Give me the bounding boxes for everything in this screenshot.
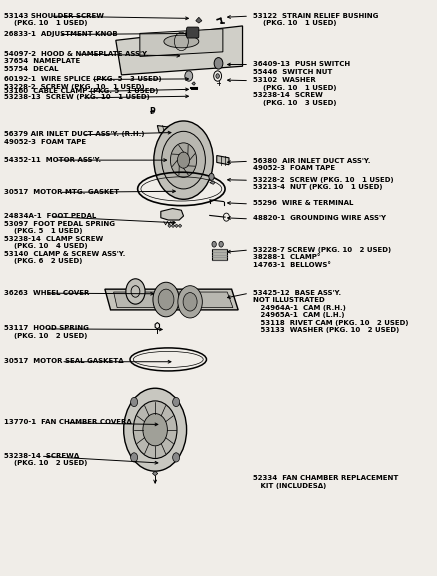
- Text: 53238-13  SCREW (PKG. 10   1 USED): 53238-13 SCREW (PKG. 10 1 USED): [4, 94, 150, 100]
- Polygon shape: [153, 471, 158, 476]
- Text: 54352-11  MOTOR ASS'Y.: 54352-11 MOTOR ASS'Y.: [4, 157, 101, 162]
- Polygon shape: [114, 292, 233, 308]
- Polygon shape: [175, 224, 178, 228]
- Circle shape: [178, 286, 202, 318]
- Circle shape: [219, 241, 223, 247]
- Text: 26833-1  ADJUSTMENT KNOB: 26833-1 ADJUSTMENT KNOB: [4, 31, 118, 37]
- Text: 13770-1  FAN CHAMBER COVERΔ: 13770-1 FAN CHAMBER COVERΔ: [4, 419, 132, 425]
- Text: 53102  WASHER
    (PKG. 10   1 USED)
53238-14  SCREW
    (PKG. 10   3 USED): 53102 WASHER (PKG. 10 1 USED) 53238-14 S…: [253, 77, 337, 105]
- Polygon shape: [196, 17, 202, 23]
- Text: 53228-7 SCREW (PKG. 10   2 USED)
38288-1  CLAMP°
14763-1  BELLOWS°: 53228-7 SCREW (PKG. 10 2 USED) 38288-1 C…: [253, 247, 392, 267]
- Polygon shape: [168, 224, 171, 228]
- Text: 53143 SHOULDER SCREW
    (PKG. 10   1 USED): 53143 SHOULDER SCREW (PKG. 10 1 USED): [4, 13, 104, 26]
- Polygon shape: [192, 82, 195, 85]
- Circle shape: [153, 282, 179, 317]
- Circle shape: [133, 401, 177, 458]
- Text: 53238-14  SCREWΔ
    (PKG. 10   2 USED): 53238-14 SCREWΔ (PKG. 10 2 USED): [4, 453, 88, 466]
- Text: 60192-1  WIRE SPLICE (PKG. 5   3 USED)
53228-2  SCREW (PKG. 10   1 USED): 60192-1 WIRE SPLICE (PKG. 5 3 USED) 5322…: [4, 76, 162, 89]
- Circle shape: [214, 58, 223, 69]
- Polygon shape: [150, 110, 155, 113]
- Text: 53160  CABLE CLAMP (PKG. 5   1 USED): 53160 CABLE CLAMP (PKG. 5 1 USED): [4, 88, 159, 94]
- Circle shape: [126, 279, 145, 304]
- Text: 36409-13  PUSH SWITCH
55446  SWITCH NUT: 36409-13 PUSH SWITCH 55446 SWITCH NUT: [253, 61, 350, 74]
- Circle shape: [170, 143, 197, 177]
- Text: 30517  MOTOR MTG. GASKET: 30517 MOTOR MTG. GASKET: [4, 189, 119, 195]
- Text: 30517  MOTOR SEAL GASKETΔ: 30517 MOTOR SEAL GASKETΔ: [4, 358, 124, 364]
- Circle shape: [131, 453, 138, 462]
- Text: 56379 AIR INLET DUCT ASS'Y. (R.H.)
49052-3  FOAM TAPE: 56379 AIR INLET DUCT ASS'Y. (R.H.) 49052…: [4, 131, 145, 145]
- Polygon shape: [105, 289, 238, 310]
- Circle shape: [124, 388, 187, 471]
- Circle shape: [158, 289, 174, 310]
- Polygon shape: [171, 224, 175, 228]
- Polygon shape: [178, 224, 182, 228]
- Text: 48820-1  GROUNDING WIRE ASS'Y: 48820-1 GROUNDING WIRE ASS'Y: [253, 215, 386, 221]
- Text: 53228-2  SCREW (PKG. 10   1 USED)
53213-4  NUT (PKG. 10   1 USED): 53228-2 SCREW (PKG. 10 1 USED) 53213-4 N…: [253, 177, 394, 190]
- Circle shape: [143, 414, 167, 446]
- Polygon shape: [161, 209, 184, 220]
- Text: 53117  HOOD SPRING
    (PKG. 10   2 USED): 53117 HOOD SPRING (PKG. 10 2 USED): [4, 325, 89, 339]
- Circle shape: [216, 74, 219, 78]
- Circle shape: [183, 293, 197, 311]
- Polygon shape: [210, 181, 215, 184]
- Circle shape: [131, 397, 138, 407]
- Text: 53122  STRAIN RELIEF BUSHING
    (PKG. 10   1 USED): 53122 STRAIN RELIEF BUSHING (PKG. 10 1 U…: [253, 13, 379, 26]
- Polygon shape: [140, 29, 223, 56]
- Polygon shape: [116, 26, 243, 75]
- FancyBboxPatch shape: [187, 27, 199, 38]
- Polygon shape: [215, 60, 220, 66]
- Text: 52334  FAN CHAMBER REPLACEMENT
   KIT (INCLUDESΔ): 52334 FAN CHAMBER REPLACEMENT KIT (INCLU…: [253, 475, 399, 488]
- Polygon shape: [157, 126, 177, 135]
- Text: 55296  WIRE & TERMINAL: 55296 WIRE & TERMINAL: [253, 200, 354, 206]
- Circle shape: [185, 71, 193, 81]
- Circle shape: [162, 131, 205, 189]
- Circle shape: [173, 397, 180, 407]
- Polygon shape: [217, 156, 229, 165]
- Text: 53425-12  BASE ASS'Y.
NOT ILLUSTRATED
   24964A-1  CAM (R.H.)
   24965A-1  CAM (: 53425-12 BASE ASS'Y. NOT ILLUSTRATED 249…: [253, 290, 409, 334]
- Text: 56380  AIR INLET DUCT ASS'Y.
49052-3  FOAM TAPE: 56380 AIR INLET DUCT ASS'Y. 49052-3 FOAM…: [253, 158, 371, 171]
- Circle shape: [173, 453, 180, 462]
- Ellipse shape: [164, 35, 199, 48]
- Circle shape: [154, 121, 213, 199]
- Circle shape: [177, 152, 190, 168]
- Text: 36263  WHEEL COVER: 36263 WHEEL COVER: [4, 290, 90, 295]
- Circle shape: [212, 241, 216, 247]
- Text: P: P: [149, 107, 155, 116]
- Text: 54097-2  HOOD & NAMEPLATE ASS'Y.
37654  NAMEPLATE
55754  DECAL: 54097-2 HOOD & NAMEPLATE ASS'Y. 37654 NA…: [4, 51, 149, 71]
- Circle shape: [209, 173, 214, 180]
- Polygon shape: [212, 249, 227, 260]
- Text: 24834A-1  FOOT PEDAL
53097  FOOT PEDAL SPRING
    (PKG. 5   1 USED)
53238-14  CL: 24834A-1 FOOT PEDAL 53097 FOOT PEDAL SPR…: [4, 213, 126, 264]
